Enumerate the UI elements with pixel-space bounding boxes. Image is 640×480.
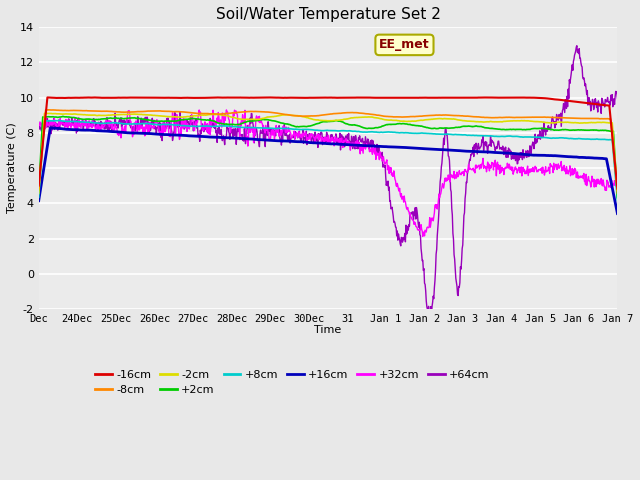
Title: Soil/Water Temperature Set 2: Soil/Water Temperature Set 2 — [216, 7, 440, 22]
Text: EE_met: EE_met — [379, 38, 430, 51]
X-axis label: Time: Time — [314, 325, 342, 335]
Y-axis label: Temperature (C): Temperature (C) — [7, 123, 17, 214]
Legend: -16cm, -8cm, -2cm, +2cm, +8cm, +16cm, +32cm, +64cm: -16cm, -8cm, -2cm, +2cm, +8cm, +16cm, +3… — [91, 365, 494, 400]
